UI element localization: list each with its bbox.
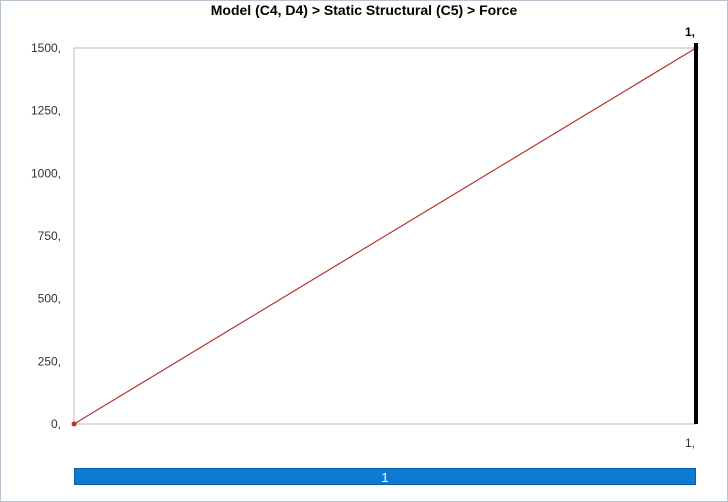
step-bar[interactable]: 1 bbox=[74, 468, 696, 485]
x-tick-label: 1, bbox=[685, 436, 695, 450]
y-tick-label: 750, bbox=[38, 229, 61, 243]
y-tick-label: 1500, bbox=[31, 41, 61, 55]
chart-title: Model (C4, D4) > Static Structural (C5) … bbox=[210, 2, 518, 18]
y-tick-label: 500, bbox=[38, 292, 61, 306]
series-line bbox=[73, 47, 697, 425]
top-marker-label: 1, bbox=[685, 25, 695, 39]
step-bar-label: 1 bbox=[381, 470, 389, 485]
y-tick-label: 1000, bbox=[31, 166, 61, 180]
y-tick-label: 0, bbox=[51, 417, 61, 431]
y-tick-label: 1250, bbox=[31, 104, 61, 118]
data-point bbox=[71, 421, 77, 427]
y-tick-label: 250, bbox=[38, 354, 61, 368]
